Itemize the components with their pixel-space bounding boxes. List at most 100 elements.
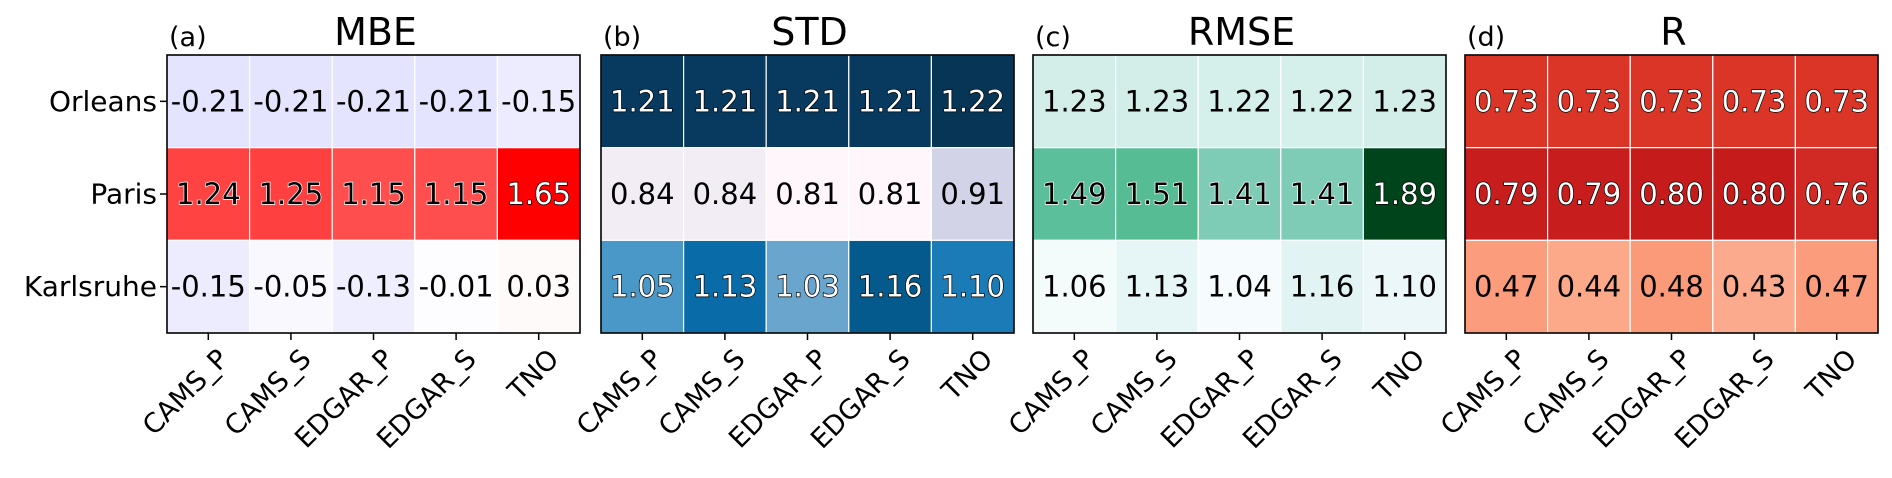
heatmap-cell [1114, 54, 1199, 149]
cell-value-label: 0.84 [693, 177, 758, 211]
cell-value-label: -0.21 [253, 84, 328, 118]
cell-value-label: 0.79 [1557, 177, 1622, 211]
heatmap-cell [1362, 54, 1447, 149]
heatmap-cell [166, 147, 251, 241]
cell-value-label: 1.23 [1125, 84, 1190, 118]
heatmap-panel: 0.73 0.73 0.73 0.73 0.73 0.79 0.79 0.80 0.80 0.76… [1435, 10, 1879, 455]
cell-value-label: 0.91 [940, 177, 1005, 211]
cell-value-label: 1.21 [775, 84, 840, 118]
heatmap-cell [331, 147, 416, 241]
column-label: TNO [936, 344, 1000, 408]
cell-value-label: 1.03 [775, 270, 840, 304]
column-label: CAMS_P [1435, 344, 1533, 442]
cell-value-label: 1.13 [1125, 270, 1190, 304]
cell-value-label: 1.21 [610, 84, 675, 118]
heatmap-cell [166, 54, 251, 149]
heatmap-panel: 1.23 1.23 1.22 1.22 1.23 1.49 1.51 1.41 1.41 1.89… [1003, 10, 1447, 455]
heatmap-cell [1794, 54, 1879, 149]
cell-value-label: -0.21 [336, 84, 411, 118]
cell-value-label: 1.10 [940, 270, 1005, 304]
heatmap-cell [600, 239, 685, 334]
cell-value-label: 0.43 [1722, 270, 1787, 304]
cell-value-label: -0.21 [171, 84, 246, 118]
heatmap-cell [249, 239, 333, 334]
cell-value-label: 1.16 [858, 270, 923, 304]
cell-value-label: 1.65 [506, 177, 571, 211]
column-label: TNO [1368, 344, 1432, 408]
panel-title: STD [771, 10, 848, 54]
heatmap-cell [1362, 147, 1447, 241]
cell-value-label: 1.89 [1372, 177, 1437, 211]
heatmap-cell [1464, 239, 1549, 334]
heatmap-cell [331, 239, 416, 334]
heatmap-cell [414, 239, 498, 334]
heatmap-panel: -0.21 -0.21 -0.21 -0.21 -0.151.24 1.25 1.15 1.1… [24, 10, 581, 455]
cell-value-label: 0.73 [1474, 84, 1539, 118]
cell-value-label: 0.73 [1722, 84, 1787, 118]
heatmap-cell [682, 239, 767, 334]
heatmap-cell [848, 54, 932, 149]
heatmap-cell [1197, 54, 1282, 149]
heatmap-panel: 1.21 1.21 1.21 1.21 1.22 0.84 0.84 0.81 0.81 0.91… [571, 10, 1015, 455]
cell-value-label: 1.41 [1290, 177, 1355, 211]
cell-value-label: 0.73 [1804, 84, 1869, 118]
cell-value-label: 1.06 [1042, 270, 1107, 304]
cell-value-label: -0.15 [501, 84, 576, 118]
heatmap-cell [930, 239, 1015, 334]
heatmap-cell [414, 54, 498, 149]
heatmap-cell [1032, 54, 1117, 149]
cell-value-label: 1.51 [1125, 177, 1190, 211]
heatmap-cell [496, 147, 581, 241]
heatmap-cell [930, 147, 1015, 241]
cell-value-label: 1.22 [940, 84, 1005, 118]
cell-value-label: 0.03 [506, 270, 571, 304]
panel-letter: (c) [1035, 22, 1071, 53]
heatmap-cell [848, 239, 932, 334]
cell-value-label: 0.47 [1474, 270, 1539, 304]
heatmap-cell [1197, 239, 1282, 334]
heatmap-cell [848, 147, 932, 241]
panel-letter: (d) [1467, 22, 1505, 53]
cell-value-label: 0.73 [1639, 84, 1704, 118]
panel-title: R [1660, 10, 1686, 54]
cell-value-label: 1.25 [259, 177, 324, 211]
heatmap-cell [1280, 147, 1365, 241]
cell-value-label: 1.10 [1372, 270, 1437, 304]
cell-value-label: 0.44 [1557, 270, 1622, 304]
cell-value-label: 1.21 [858, 84, 923, 118]
cell-value-label: 0.76 [1804, 177, 1869, 211]
cell-value-label: 1.04 [1207, 270, 1272, 304]
cell-value-label: 1.13 [693, 270, 758, 304]
row-label: Paris [90, 178, 157, 211]
column-label: TNO [1800, 344, 1864, 408]
cell-value-label: 0.73 [1557, 84, 1622, 118]
panel-title: MBE [334, 10, 417, 54]
panel-title: RMSE [1188, 10, 1295, 54]
cell-value-label: -0.21 [419, 84, 494, 118]
row-label: Orleans [49, 85, 157, 118]
cell-value-label: 1.23 [1042, 84, 1107, 118]
cell-value-label: 0.47 [1804, 270, 1869, 304]
column-label: CAMS_P [571, 344, 669, 442]
heatmap-cell [496, 54, 581, 149]
cell-value-label: 1.41 [1207, 177, 1272, 211]
cell-value-label: 0.81 [775, 177, 840, 211]
heatmap-cell [1032, 239, 1117, 334]
heatmap-cell [765, 147, 850, 241]
heatmap-cell [682, 147, 767, 241]
cell-value-label: 1.22 [1207, 84, 1272, 118]
cell-value-label: 0.80 [1722, 177, 1787, 211]
heatmap-cell [1546, 239, 1631, 334]
cell-value-label: 1.16 [1290, 270, 1355, 304]
heatmap-cell [1629, 147, 1714, 241]
cell-value-label: -0.05 [253, 270, 328, 304]
column-label: CAMS_P [1003, 344, 1101, 442]
row-label: Karlsruhe [24, 270, 157, 303]
cell-value-label: 1.24 [176, 177, 241, 211]
cell-value-label: 1.22 [1290, 84, 1355, 118]
heatmap-cell [249, 54, 333, 149]
cell-value-label: -0.01 [419, 270, 494, 304]
column-label: TNO [502, 344, 566, 408]
heatmap-cell [1794, 147, 1879, 241]
